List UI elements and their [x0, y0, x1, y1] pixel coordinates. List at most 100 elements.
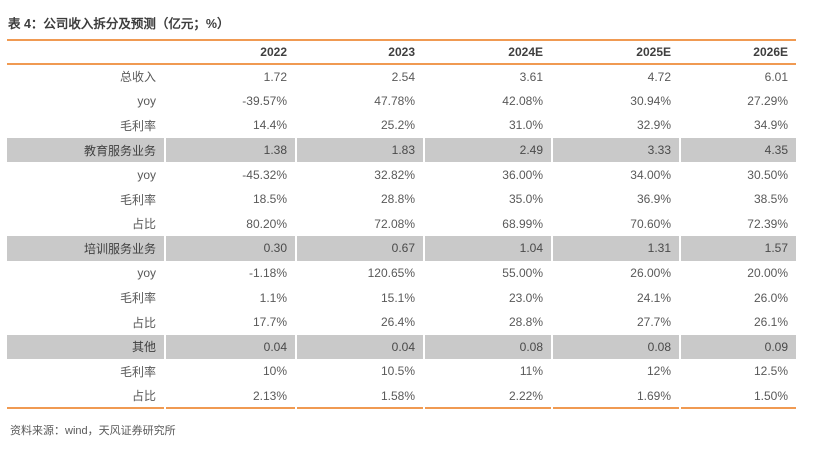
row-label: 占比	[131, 315, 156, 330]
cell-value: 12.5%	[679, 359, 796, 384]
cell-value: -39.57%	[164, 88, 296, 114]
cell-value: 38.5%	[679, 186, 796, 212]
cell-value: 24.1%	[551, 285, 680, 310]
column-header-2024E: 2024E	[423, 39, 552, 65]
cell-value: 0.08	[423, 334, 552, 360]
cell-value: 1.31	[551, 236, 680, 261]
cell-value: 1.83	[295, 137, 424, 163]
table-row: 总收入 1.72 2.54 3.61 4.72 6.01	[7, 64, 796, 89]
cell-value: 25.2%	[295, 113, 424, 138]
cell-value: 26.00%	[551, 260, 680, 286]
row-label: yoy	[137, 266, 156, 281]
row-label: 占比	[131, 389, 156, 404]
cell-value: 0.08	[551, 334, 680, 360]
table-title: 表 4：公司收入拆分及预测（亿元；%）	[8, 17, 230, 31]
table-row: 毛利率 10% 10.5% 11% 12% 12.5%	[7, 359, 796, 384]
column-header-blank	[7, 39, 165, 65]
cell-value: 120.65%	[295, 260, 424, 286]
cell-value: 80.20%	[164, 211, 296, 237]
source-note: 资料来源：wind，天风证券研究所	[10, 425, 176, 438]
table-row: 占比 80.20% 72.08% 68.99% 70.60% 72.39%	[7, 211, 796, 237]
cell-value: 0.09	[679, 334, 796, 360]
cell-value: 1.50%	[679, 383, 796, 409]
cell-value: 36.00%	[423, 162, 552, 187]
cell-value: 2.49	[423, 137, 552, 163]
row-label: 毛利率	[119, 118, 156, 133]
cell-value: 12%	[551, 359, 680, 384]
cell-value: 30.94%	[551, 88, 680, 114]
row-label: 其他	[7, 334, 165, 360]
cell-value: 23.0%	[423, 285, 552, 310]
row-label: 教育服务业务	[7, 137, 165, 163]
cell-value: 20.00%	[679, 260, 796, 286]
cell-value: 30.50%	[679, 162, 796, 187]
cell-value: 34.9%	[679, 113, 796, 138]
cell-value: 55.00%	[423, 260, 552, 286]
cell-value: 68.99%	[423, 211, 552, 237]
row-label: 毛利率	[119, 364, 156, 379]
cell-value: 26.1%	[679, 309, 796, 335]
table-row: 毛利率 14.4% 25.2% 31.0% 32.9% 34.9%	[7, 113, 796, 138]
cell-value: 36.9%	[551, 186, 680, 212]
table-row: 毛利率 18.5% 28.8% 35.0% 36.9% 38.5%	[7, 186, 796, 212]
column-header-2022: 2022	[164, 39, 296, 65]
revenue-forecast-table: 2022 2023 2024E 2025E 2026E 总收入 1.72 2.54 3.61 4…	[7, 39, 796, 410]
cell-value: 10.5%	[295, 359, 424, 384]
cell-value: 2.22%	[423, 383, 552, 409]
cell-value: 27.29%	[679, 88, 796, 114]
cell-value: 1.58%	[295, 383, 424, 409]
cell-value: 26.4%	[295, 309, 424, 335]
table-body: 总收入 1.72 2.54 3.61 4.72 6.01 yoy -39.57% 47.78% 4…	[7, 64, 796, 409]
cell-value: 3.61	[423, 64, 552, 89]
table-header-row: 2022 2023 2024E 2025E 2026E	[7, 39, 796, 65]
cell-value: 1.04	[423, 236, 552, 261]
row-label: 总收入	[119, 70, 156, 85]
cell-value: 17.7%	[164, 309, 296, 335]
section-row: 教育服务业务 1.38 1.83 2.49 3.33 4.35	[7, 137, 796, 163]
table-row: yoy -1.18% 120.65% 55.00% 26.00% 20.00%	[7, 260, 796, 286]
table-header: 2022 2023 2024E 2025E 2026E	[7, 39, 796, 65]
cell-value: 1.57	[679, 236, 796, 261]
cell-value: 47.78%	[295, 88, 424, 114]
cell-value: 1.72	[164, 64, 296, 89]
cell-value: 32.9%	[551, 113, 680, 138]
cell-value: 42.08%	[423, 88, 552, 114]
cell-value: 6.01	[679, 64, 796, 89]
cell-value: 34.00%	[551, 162, 680, 187]
cell-value: 28.8%	[423, 309, 552, 335]
row-label: 毛利率	[119, 192, 156, 207]
cell-value: 0.04	[295, 334, 424, 360]
table-row: 占比 2.13% 1.58% 2.22% 1.69% 1.50%	[7, 383, 796, 409]
cell-value: 14.4%	[164, 113, 296, 138]
cell-value: 1.38	[164, 137, 296, 163]
table-row: 毛利率 1.1% 15.1% 23.0% 24.1% 26.0%	[7, 285, 796, 310]
cell-value: 15.1%	[295, 285, 424, 310]
cell-value: 0.67	[295, 236, 424, 261]
row-label: yoy	[137, 93, 156, 108]
table-row: 占比 17.7% 26.4% 28.8% 27.7% 26.1%	[7, 309, 796, 335]
cell-value: 2.54	[295, 64, 424, 89]
row-label: 毛利率	[119, 291, 156, 306]
cell-value: 32.82%	[295, 162, 424, 187]
row-label: yoy	[137, 167, 156, 182]
column-header-2025E: 2025E	[551, 39, 680, 65]
cell-value: 72.39%	[679, 211, 796, 237]
cell-value: 10%	[164, 359, 296, 384]
cell-value: 3.33	[551, 137, 680, 163]
cell-value: 27.7%	[551, 309, 680, 335]
section-row: 培训服务业务 0.30 0.67 1.04 1.31 1.57	[7, 236, 796, 261]
column-header-2023: 2023	[295, 39, 424, 65]
cell-value: 35.0%	[423, 186, 552, 212]
cell-value: 11%	[423, 359, 552, 384]
section-row: 其他 0.04 0.04 0.08 0.08 0.09	[7, 334, 796, 360]
cell-value: 2.13%	[164, 383, 296, 409]
row-label: 培训服务业务	[7, 236, 165, 261]
cell-value: 4.72	[551, 64, 680, 89]
row-label: 占比	[131, 217, 156, 232]
cell-value: 18.5%	[164, 186, 296, 212]
cell-value: -1.18%	[164, 260, 296, 286]
cell-value: 0.04	[164, 334, 296, 360]
cell-value: 4.35	[679, 137, 796, 163]
cell-value: 31.0%	[423, 113, 552, 138]
cell-value: 26.0%	[679, 285, 796, 310]
